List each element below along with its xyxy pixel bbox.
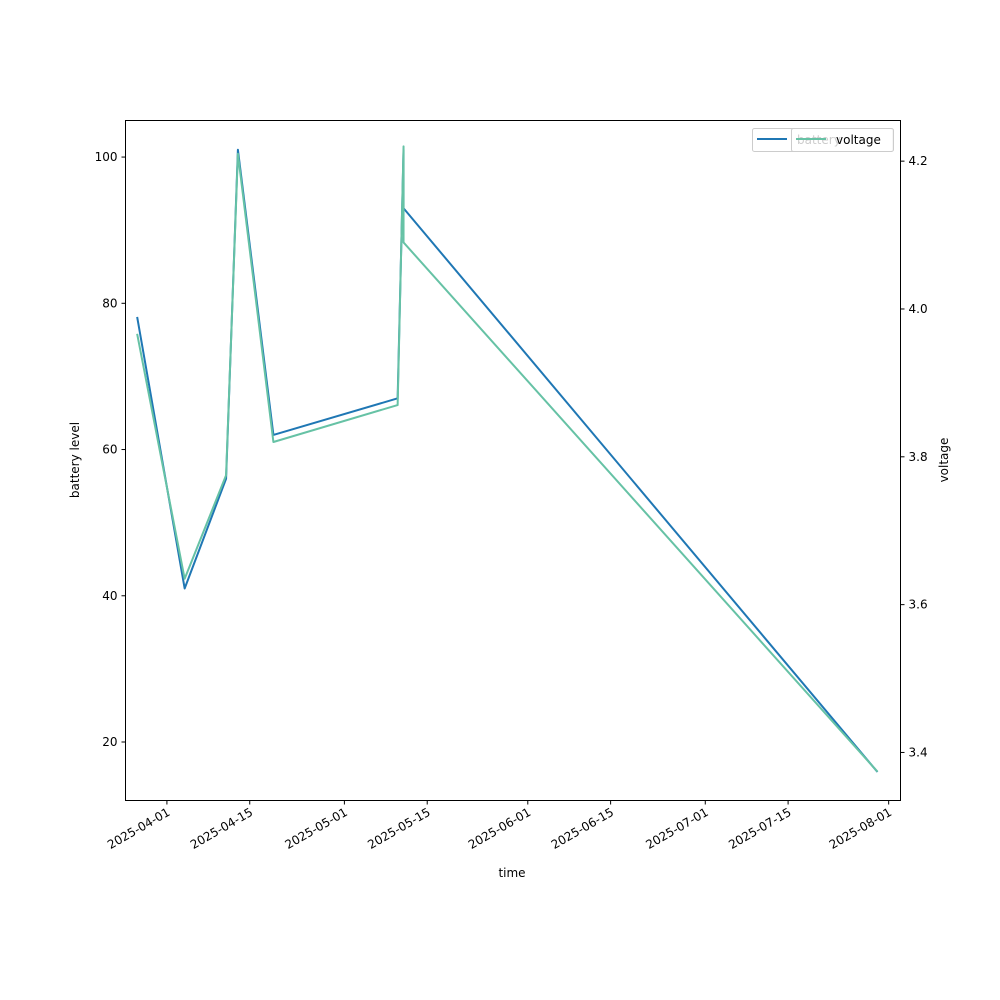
left-y-axis-title: battery level: [68, 422, 82, 498]
plot-frame: [125, 120, 901, 801]
x-tick-label: 2025-04-01: [105, 805, 172, 852]
x-tick-label: 2025-07-01: [643, 805, 710, 852]
right-y-tick-label: 3.6: [909, 598, 928, 612]
x-axis-title: time: [498, 866, 525, 880]
x-tick-label: 2025-06-01: [466, 805, 533, 852]
x-tick-label: 2025-04-15: [188, 805, 255, 852]
left-y-axis: 20 40 60 80 100: [95, 150, 126, 749]
legend-voltage: voltage: [791, 128, 894, 152]
x-tick-label: 2025-06-15: [549, 805, 616, 852]
legend-voltage-frame: [791, 128, 894, 152]
x-axis: 2025-04-01 2025-04-15 2025-05-01 2025-05-15…: [105, 800, 894, 852]
left-y-tick-label: 20: [102, 735, 117, 749]
right-y-tick-label: 4.2: [909, 154, 928, 168]
left-y-tick-label: 60: [102, 443, 117, 457]
legend-label-voltage: voltage: [836, 133, 881, 147]
right-y-axis-title: voltage: [937, 438, 951, 483]
left-y-tick-label: 100: [95, 150, 118, 164]
series-layer: [136, 145, 879, 773]
left-y-tick-label: 40: [102, 589, 117, 603]
x-tick-label: 2025-05-01: [282, 805, 349, 852]
x-tick-label: 2025-05-15: [365, 805, 432, 852]
right-y-tick-label: 4.0: [909, 302, 928, 316]
left-y-tick-label: 80: [102, 296, 117, 310]
series-line-voltage: [136, 145, 879, 773]
right-y-tick-label: 3.4: [909, 745, 928, 759]
right-y-axis: 3.4 3.6 3.8 4.0 4.2: [900, 154, 928, 759]
x-tick-label: 2025-07-15: [726, 805, 793, 852]
x-tick-label: 2025-08-01: [827, 805, 894, 852]
right-y-tick-label: 3.8: [909, 450, 928, 464]
